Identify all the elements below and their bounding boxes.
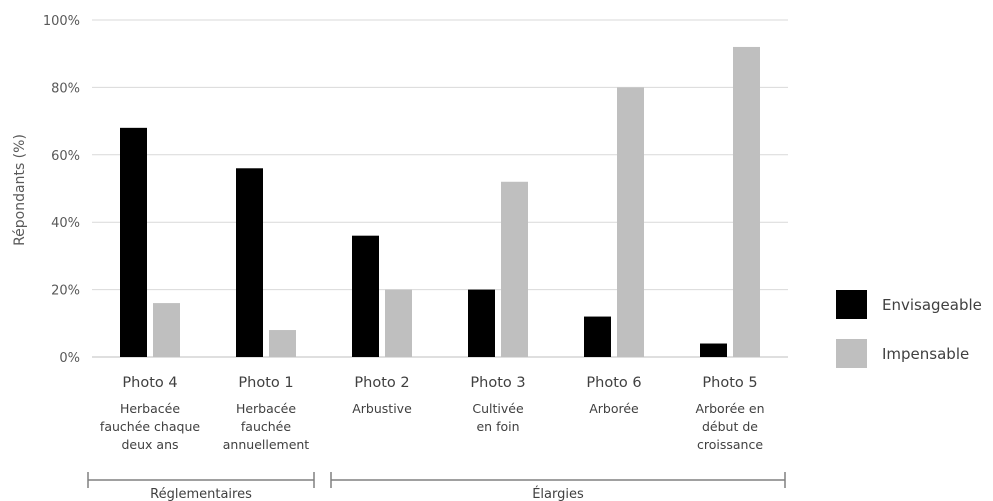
legend-swatch [836,290,867,319]
category-description: Herbacée [120,401,180,416]
bar-impensable-photo-2 [385,289,412,357]
legend-swatch [836,339,867,368]
category-description: Cultivée [472,401,524,416]
category-description: début de [702,419,758,434]
x-tick-label: Photo 4 [122,375,177,391]
legend-label: Impensable [882,345,969,363]
x-tick-label: Photo 5 [702,375,757,391]
x-tick-label: Photo 1 [238,375,293,391]
y-tick-label: 20% [51,284,80,299]
y-tick-label: 0% [59,351,80,366]
group-label: Réglementaires [150,487,252,501]
bar-impensable-photo-4 [153,303,180,357]
x-tick-label: Photo 6 [586,375,641,391]
category-description: Herbacée [236,401,296,416]
bar-impensable-photo-6 [617,87,644,358]
legend-label: Envisageable [882,296,982,314]
category-groups: Réglementaires Élargies [87,472,786,501]
category-description: Arborée [589,401,639,416]
bar-envisageable-photo-1 [236,168,263,357]
bars [120,46,760,358]
category-description: fauchée chaque [100,419,200,434]
y-axis-ticks: 0% 20% 40% 60% 80% 100% [43,14,80,366]
bar-envisageable-photo-4 [120,127,147,357]
group-label: Élargies [532,486,584,501]
x-axis-labels: Photo 4 Herbacée fauchée chaque deux ans Pho… [100,375,765,452]
x-tick-label: Photo 3 [470,375,525,391]
y-tick-label: 100% [43,14,80,29]
category-description: croissance [697,437,763,452]
gridlines [92,19,788,358]
legend: Envisageable Impensable [836,290,982,368]
bar-envisageable-photo-6 [584,316,611,357]
y-tick-label: 40% [51,216,80,231]
bar-envisageable-photo-2 [352,235,379,357]
y-axis-label: Répondants (%) [12,134,28,246]
y-tick-label: 60% [51,149,80,164]
bar-impensable-photo-5 [733,46,760,358]
category-description: en foin [476,419,519,434]
category-description: annuellement [223,437,310,452]
bar-impensable-photo-1 [269,330,296,357]
bar-envisageable-photo-3 [468,289,495,357]
x-tick-label: Photo 2 [354,375,409,391]
bar-impensable-photo-3 [501,181,528,357]
bar-envisageable-photo-5 [700,343,727,357]
category-description: Arborée en [695,401,764,416]
category-description: Arbustive [352,401,412,416]
y-tick-label: 80% [51,81,80,96]
category-description: fauchée [241,419,291,434]
category-description: deux ans [121,437,178,452]
